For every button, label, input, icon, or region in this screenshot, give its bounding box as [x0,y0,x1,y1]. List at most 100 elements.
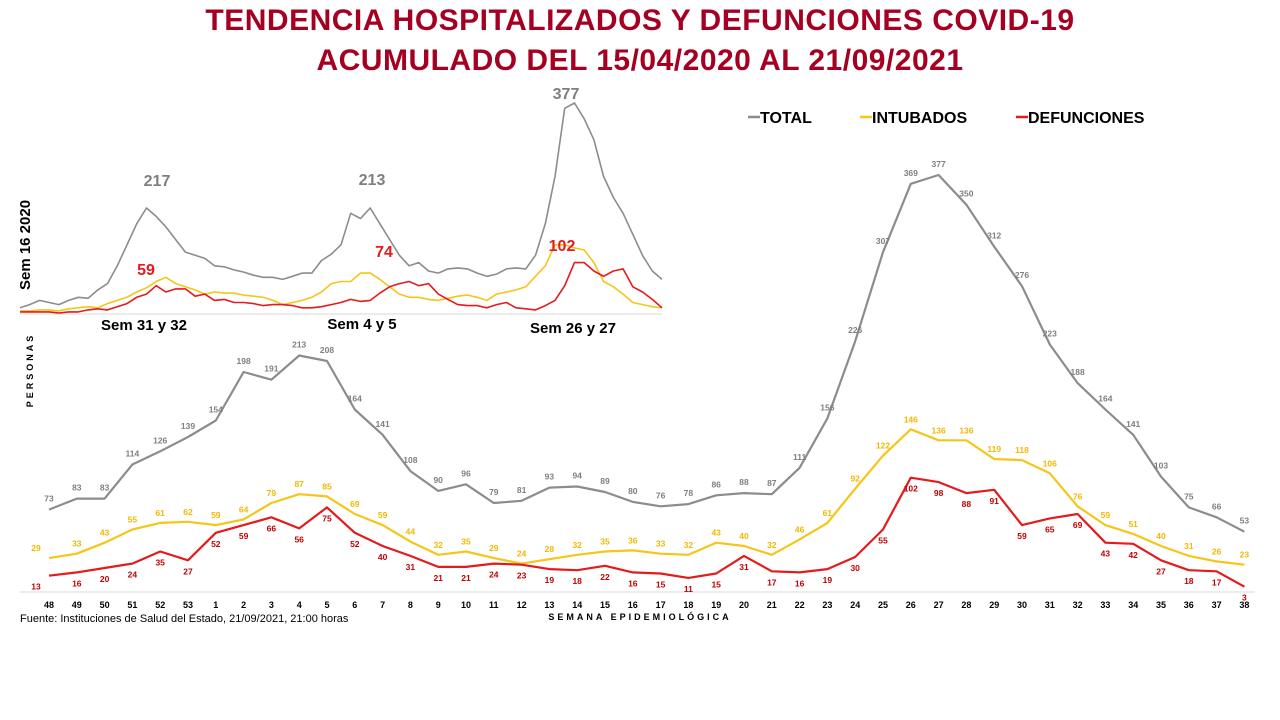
data-label-intubados: 28 [545,544,555,554]
data-label-total: 94 [572,471,582,481]
data-label-total: 93 [545,472,555,482]
x-tick-label: 27 [934,600,944,610]
data-label-total: 114 [126,449,140,459]
data-label-defunciones: 21 [461,573,471,583]
data-label-intubados: 32 [433,540,443,550]
data-label-intubados: 59 [378,510,388,520]
data-label-defunciones: 88 [962,499,972,509]
x-tick-label: 1 [213,600,218,610]
x-tick-label: 50 [100,600,110,610]
data-label-defunciones: 16 [795,578,805,588]
data-label-defunciones: 27 [183,566,193,576]
x-tick-label: 20 [739,600,749,610]
data-label-total: 126 [153,435,167,445]
data-label-total: 369 [904,168,918,178]
data-label-intubados: 33 [72,539,82,549]
data-label-total: 154 [209,404,223,414]
data-label-intubados: 31 [1184,541,1194,551]
data-label-defunciones: 23 [517,571,527,581]
data-label-total: 164 [1098,393,1112,403]
legend-label-defunciones: DEFUNCIONES [1028,110,1145,127]
data-label-total: 226 [848,325,862,335]
data-label-total: 96 [461,468,471,478]
x-tick-label: 25 [878,600,888,610]
data-label-total: 66 [1212,501,1222,511]
x-tick-label: 12 [517,600,527,610]
data-label-total: 87 [767,478,777,488]
data-label-total: 208 [320,345,334,355]
data-label-defunciones: 52 [350,539,360,549]
x-tick-label: 31 [1045,600,1055,610]
data-label-defunciones: 19 [545,575,555,585]
data-label-total: 81 [517,485,527,495]
x-tick-label: 29 [989,600,999,610]
x-tick-label: 30 [1017,600,1027,610]
data-label-intubados: 33 [656,539,666,549]
x-tick-label: 15 [600,600,610,610]
data-label-intubados: 36 [628,535,638,545]
inset-peak-label-total: 377 [553,86,580,103]
data-label-defunciones: 13 [31,582,41,592]
source-note: Fuente: Instituciones de Salud del Estad… [20,613,349,625]
data-label-total: 103 [1154,461,1168,471]
data-label-total: 188 [1071,367,1085,377]
data-label-total: 141 [1126,419,1140,429]
x-tick-label: 24 [850,600,860,610]
x-tick-label: 23 [822,600,832,610]
data-label-intubados: 59 [1101,510,1111,520]
x-tick-label: 2 [241,600,246,610]
data-label-defunciones: 35 [155,557,165,567]
data-label-total: 164 [348,393,362,403]
data-label-defunciones: 65 [1045,524,1055,534]
x-tick-label: 6 [352,600,357,610]
data-label-total: 139 [181,421,195,431]
data-label-defunciones: 22 [600,572,610,582]
data-label-defunciones: 18 [572,576,582,586]
inset-annotation: Sem 26 y 27 [530,320,616,337]
inset-y-label: Sem 16 2020 [17,200,34,290]
data-label-defunciones: 17 [767,577,777,587]
data-label-intubados: 43 [100,528,110,538]
data-label-defunciones: 24 [128,570,138,580]
x-tick-label: 28 [961,600,971,610]
data-label-defunciones: 59 [1017,531,1027,541]
data-label-defunciones: 102 [904,484,918,494]
data-label-intubados: 136 [959,425,973,435]
data-label-intubados: 32 [684,540,694,550]
inset-peak-label-defunciones: 74 [375,244,393,261]
data-label-defunciones: 31 [739,562,749,572]
data-label-total: 377 [932,159,946,169]
x-tick-label: 9 [436,600,441,610]
x-tick-label: 11 [489,600,499,610]
data-label-total: 83 [72,483,82,493]
data-label-intubados: 29 [31,543,41,553]
x-tick-label: 37 [1212,600,1222,610]
inset-annotation: Sem 4 y 5 [327,316,396,333]
data-label-total: 80 [628,486,638,496]
inset-peak-label-total: 213 [359,172,386,189]
data-label-defunciones: 56 [294,534,304,544]
data-label-defunciones: 20 [100,574,110,584]
x-tick-label: 48 [44,600,54,610]
chart-subtitle: ACUMULADO DEL 15/04/2020 AL 21/09/2021 [316,44,964,77]
data-label-total: 90 [433,475,443,485]
data-label-defunciones: 19 [823,575,833,585]
data-label-total: 75 [1184,491,1194,501]
x-axis-title: SEMANA EPIDEMIOLÓGICA [548,611,731,622]
data-label-defunciones: 31 [406,562,416,572]
x-tick-label: 33 [1100,600,1110,610]
x-tick-label: 32 [1073,600,1083,610]
data-label-defunciones: 27 [1156,566,1166,576]
data-label-intubados: 64 [239,505,249,515]
x-tick-label: 34 [1128,600,1138,610]
data-label-intubados: 61 [155,508,165,518]
data-label-intubados: 44 [406,527,416,537]
data-label-intubados: 40 [739,531,749,541]
inset-peak-label-defunciones: 102 [549,238,576,255]
inset-line-defunciones [20,261,663,314]
data-label-defunciones: 40 [378,552,388,562]
data-label-total: 141 [376,419,390,429]
data-label-defunciones: 16 [628,578,638,588]
data-label-total: 73 [44,494,54,504]
data-label-total: 86 [711,479,721,489]
